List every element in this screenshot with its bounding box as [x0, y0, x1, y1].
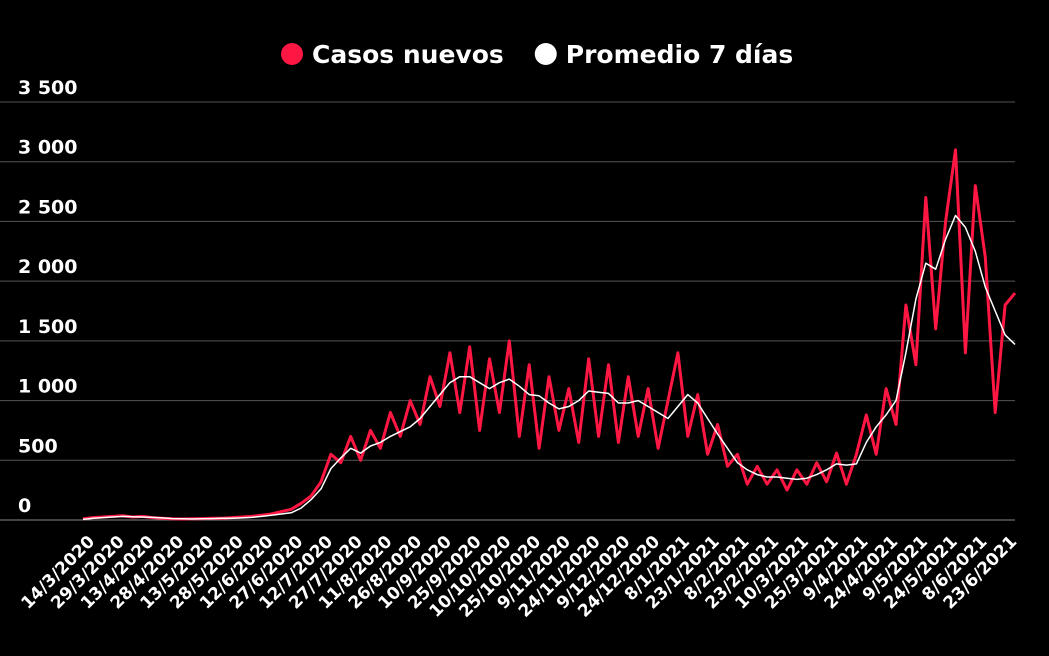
- series-line: [82, 148, 1017, 521]
- legend-label: Promedio 7 días: [566, 40, 794, 69]
- y-tick-label: 500: [18, 435, 58, 457]
- y-tick-label: 1 000: [18, 376, 78, 398]
- y-tick-label: 3 500: [18, 77, 78, 99]
- legend-label: Casos nuevos: [312, 40, 504, 69]
- y-tick-label: 3 000: [18, 137, 78, 159]
- y-tick-label: 2 000: [18, 256, 78, 278]
- y-tick-label: 0: [18, 495, 31, 517]
- legend-marker: [281, 43, 303, 65]
- series-line: [82, 214, 1016, 521]
- y-tick-label: 1 500: [18, 316, 78, 338]
- legend-marker: [534, 43, 557, 65]
- y-tick-label: 2 500: [18, 196, 78, 218]
